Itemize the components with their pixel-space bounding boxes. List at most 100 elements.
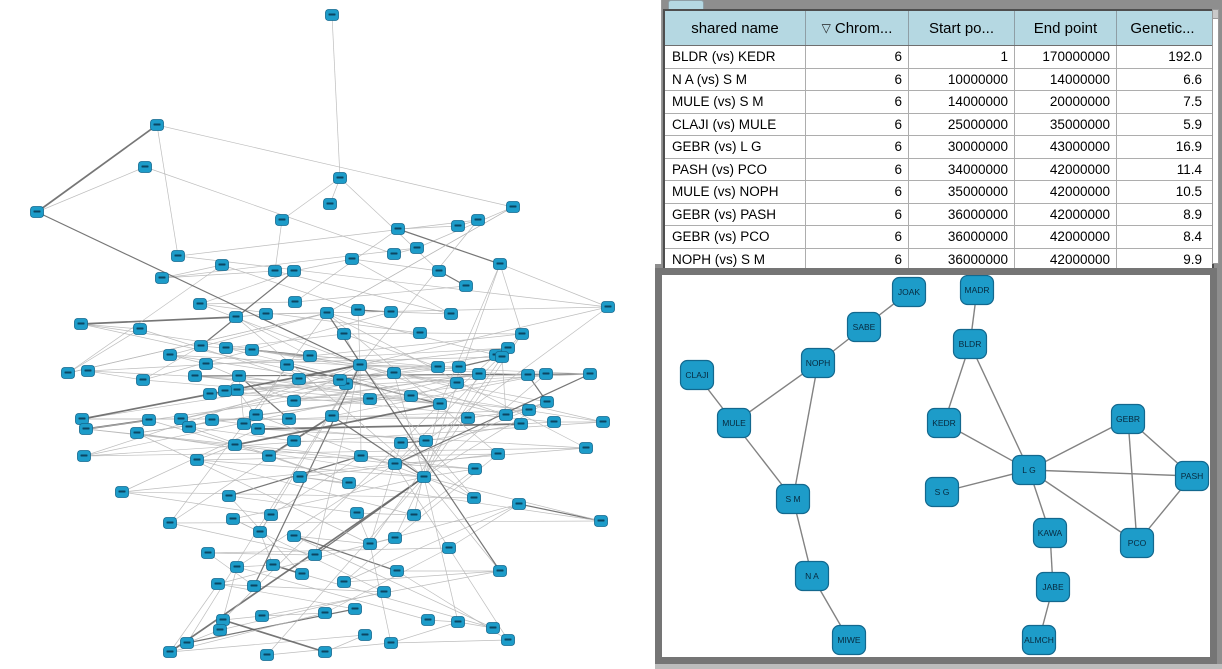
network-node[interactable] [419, 435, 433, 447]
vertical-scrollbar[interactable] [1212, 9, 1219, 264]
cell-value[interactable]: 35000000 [909, 181, 1015, 203]
network-node[interactable]: BLDR [952, 328, 988, 360]
network-node[interactable] [266, 559, 280, 571]
cell-value[interactable]: 10000000 [909, 68, 1015, 90]
network-node[interactable] [287, 435, 301, 447]
network-node[interactable] [155, 272, 169, 284]
network-node[interactable] [308, 549, 322, 561]
network-node[interactable] [199, 358, 213, 370]
network-node[interactable] [404, 390, 418, 402]
cell-value[interactable]: 6 [806, 203, 909, 225]
network-node[interactable] [255, 610, 269, 622]
network-node[interactable] [251, 423, 265, 435]
cell-value[interactable]: 8.4 [1183, 229, 1202, 245]
network-edge[interactable] [792, 362, 819, 500]
network-node[interactable] [74, 318, 88, 330]
table-row[interactable]: GEBR (vs) L G 6 30000000 43000000 16.9 [665, 136, 1212, 159]
network-node[interactable] [226, 513, 240, 525]
cell-value[interactable]: 36000000 [909, 248, 1015, 270]
cell-value[interactable]: 34000000 [909, 158, 1015, 180]
table-row[interactable]: BLDR (vs) KEDR 6 1 170000000 192.0 [665, 46, 1212, 69]
network-node[interactable]: PCO [1119, 527, 1155, 559]
network-node[interactable] [318, 646, 332, 658]
network-node[interactable] [594, 515, 608, 527]
network-node[interactable] [461, 412, 475, 424]
network-node[interactable] [222, 490, 236, 502]
network-node[interactable] [493, 258, 507, 270]
network-node[interactable] [388, 458, 402, 470]
network-node[interactable] [30, 206, 44, 218]
network-node[interactable] [253, 526, 267, 538]
network-node[interactable] [493, 565, 507, 577]
network-node[interactable] [491, 448, 505, 460]
network-node[interactable] [433, 398, 447, 410]
network-node[interactable]: SABE [846, 311, 882, 343]
cell-shared-name[interactable]: BLDR (vs) KEDR [665, 46, 806, 68]
network-node[interactable]: PASH [1174, 460, 1210, 492]
network-node[interactable]: L G [1011, 454, 1047, 486]
filter-icon[interactable]: ▽ [821, 21, 831, 35]
network-node[interactable] [337, 576, 351, 588]
network-edge[interactable] [1028, 469, 1138, 544]
cell-value[interactable]: 43000000 [1015, 136, 1117, 158]
network-node[interactable] [337, 328, 351, 340]
network-node[interactable] [358, 629, 372, 641]
network-node[interactable] [287, 530, 301, 542]
network-node[interactable] [288, 296, 302, 308]
network-node[interactable] [471, 214, 485, 226]
network-node[interactable] [115, 486, 129, 498]
column-header-start-position[interactable]: Start po... [909, 11, 1015, 45]
network-edge[interactable] [969, 343, 1030, 471]
network-node[interactable] [351, 304, 365, 316]
network-node[interactable] [348, 603, 362, 615]
network-node[interactable] [410, 242, 424, 254]
network-node[interactable] [547, 416, 561, 428]
network-node[interactable]: S M [775, 483, 811, 515]
cell-value[interactable]: 5.9 [1183, 116, 1202, 132]
network-node[interactable] [237, 418, 251, 430]
network-node[interactable] [601, 301, 615, 313]
cell-value[interactable]: 14000000 [1015, 68, 1117, 90]
cell-shared-name[interactable]: N A (vs) S M [665, 68, 806, 90]
network-node[interactable] [345, 253, 359, 265]
network-node[interactable] [431, 361, 445, 373]
network-node[interactable] [230, 561, 244, 573]
network-node[interactable] [293, 471, 307, 483]
column-header-end-point[interactable]: End point [1015, 11, 1117, 45]
network-node[interactable] [472, 368, 486, 380]
network-node[interactable] [171, 250, 185, 262]
network-node[interactable] [325, 410, 339, 422]
cell-value[interactable]: 42000000 [1015, 248, 1117, 270]
cell-value[interactable]: 11.4 [1176, 161, 1202, 177]
network-node[interactable] [539, 368, 553, 380]
network-node[interactable] [353, 359, 367, 371]
network-node[interactable] [268, 265, 282, 277]
network-node[interactable] [142, 414, 156, 426]
subnetwork-canvas[interactable]: JOAK MADR SABE BLDR NOPH CLAJI MULE KEDR GEBR L G… [662, 274, 1210, 657]
cell-shared-name[interactable]: MULE (vs) S M [665, 91, 806, 113]
network-node[interactable]: KAWA [1032, 517, 1068, 549]
network-node[interactable] [333, 374, 347, 386]
network-node[interactable] [201, 547, 215, 559]
network-node[interactable] [452, 361, 466, 373]
cell-value[interactable]: 6 [806, 136, 909, 158]
network-node[interactable] [213, 624, 227, 636]
network-node[interactable] [432, 265, 446, 277]
network-node[interactable] [342, 477, 356, 489]
network-node[interactable] [260, 649, 274, 661]
network-node[interactable] [413, 327, 427, 339]
network-node[interactable] [203, 388, 217, 400]
network-node[interactable] [287, 265, 301, 277]
cell-value[interactable]: 7.5 [1183, 94, 1202, 110]
cell-value[interactable]: 42000000 [1015, 158, 1117, 180]
cell-value[interactable]: 6 [806, 248, 909, 270]
network-node[interactable] [264, 509, 278, 521]
network-node[interactable] [218, 385, 232, 397]
network-node[interactable] [501, 634, 515, 646]
network-node[interactable]: S G [924, 476, 960, 508]
network-node[interactable]: N A [794, 560, 830, 592]
network-node[interactable]: JABE [1035, 571, 1071, 603]
network-node[interactable] [215, 259, 229, 271]
cell-value[interactable]: 6 [806, 181, 909, 203]
network-node[interactable] [211, 578, 225, 590]
